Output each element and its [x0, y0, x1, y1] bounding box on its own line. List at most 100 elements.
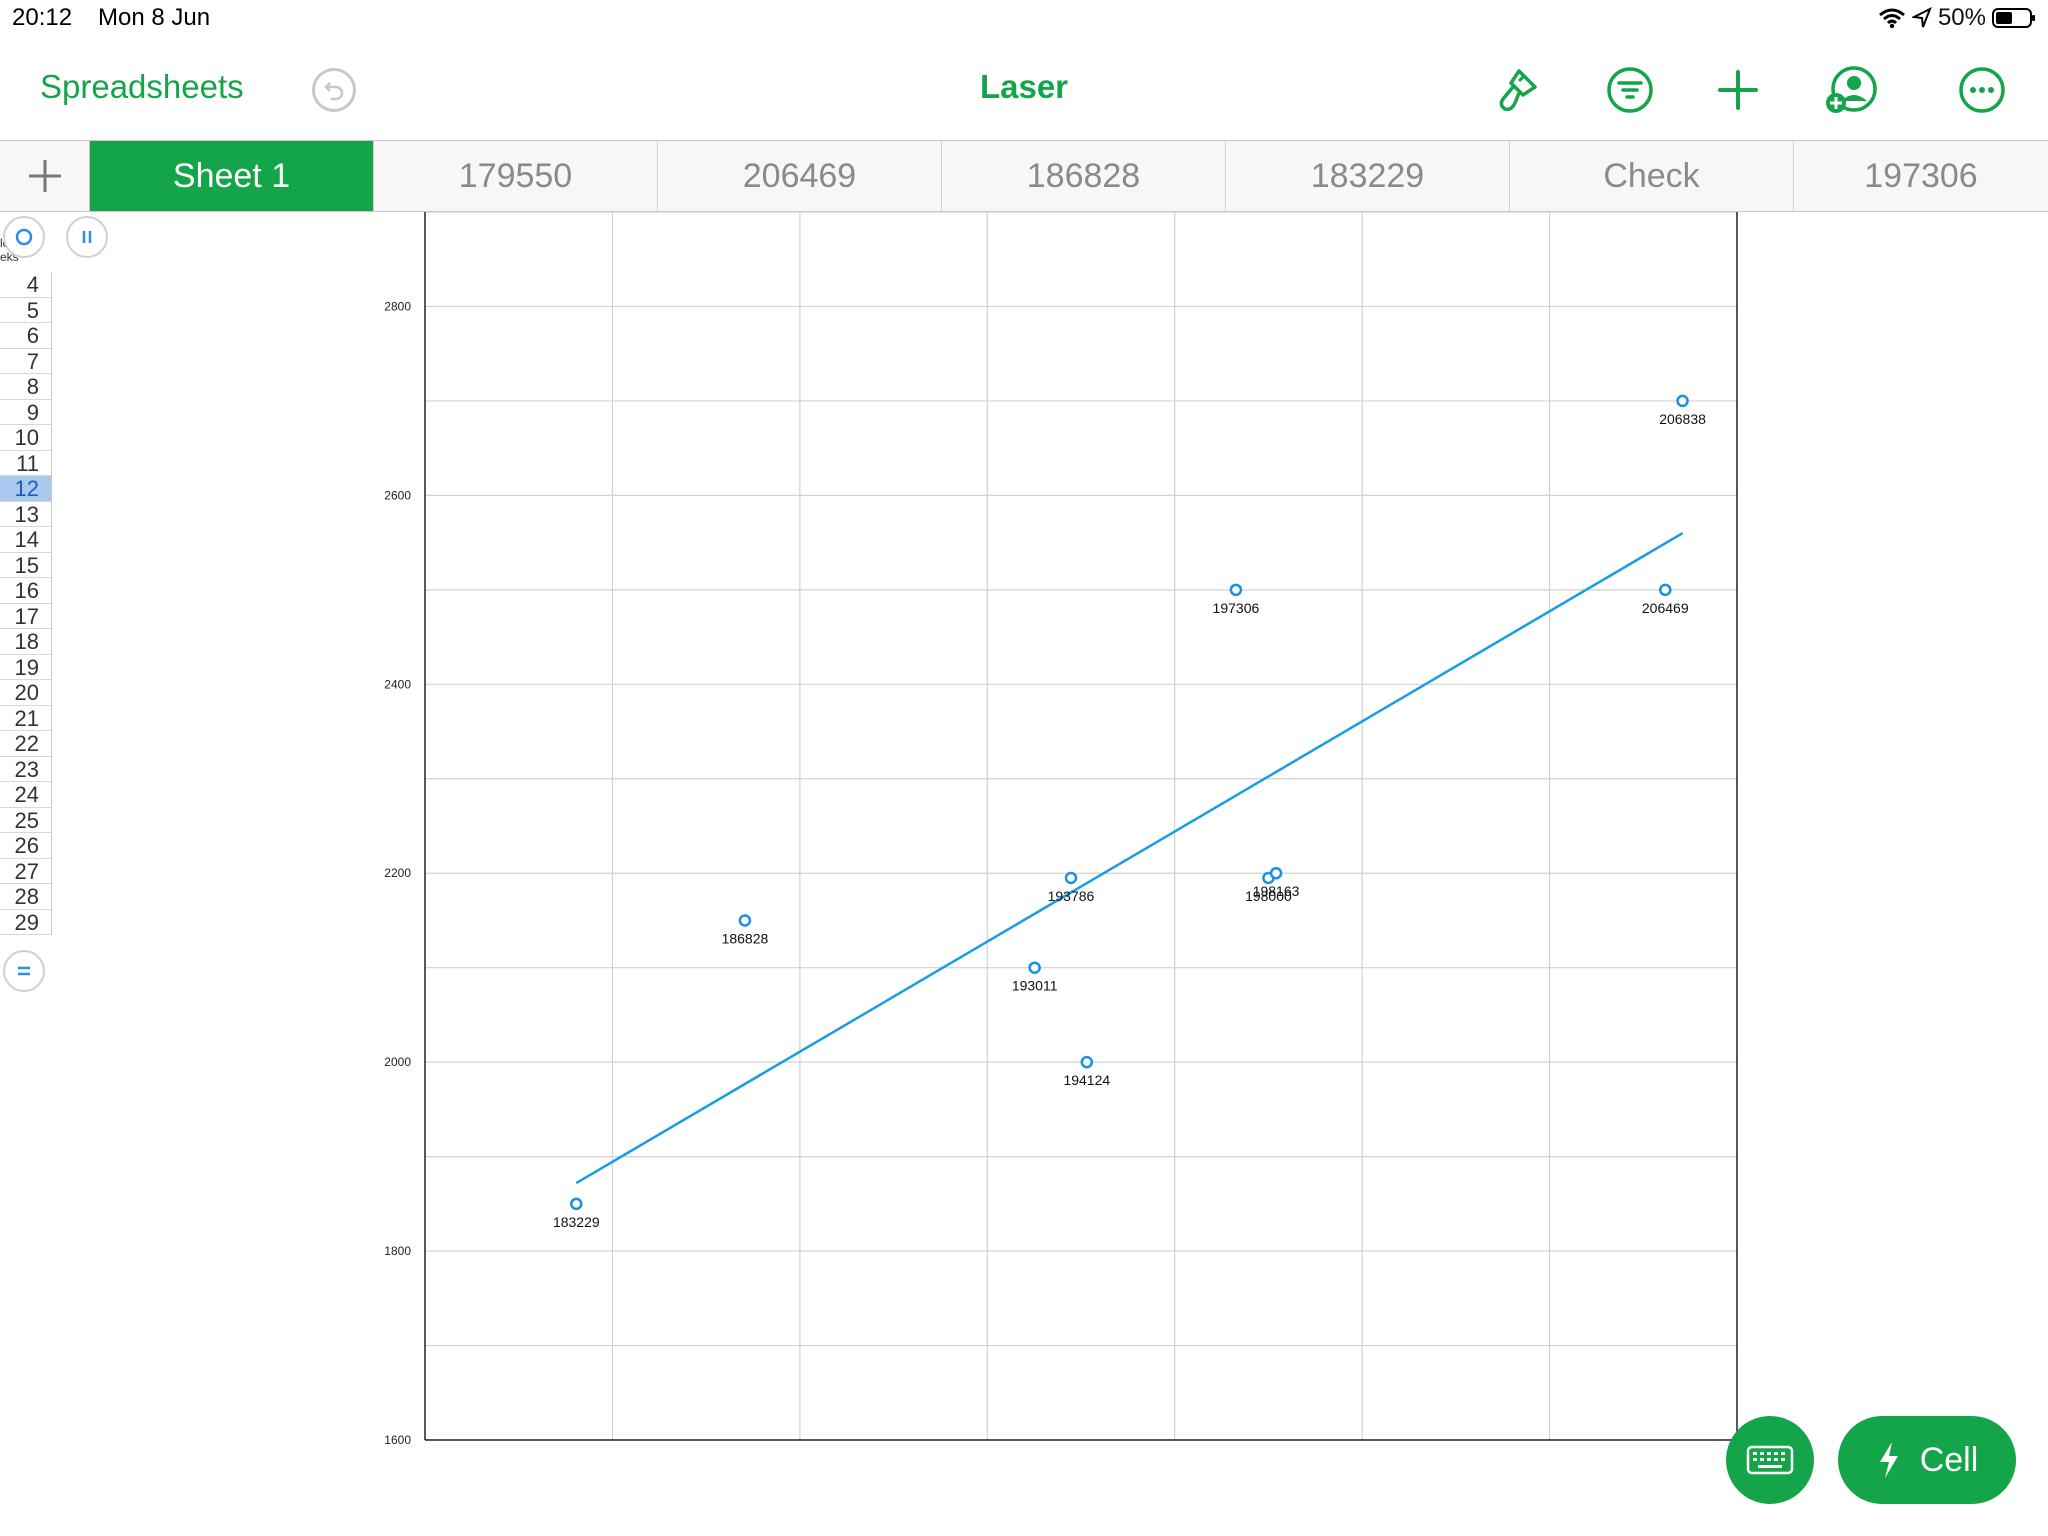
row-number[interactable]: 15: [0, 552, 52, 578]
row-number[interactable]: 18: [0, 629, 52, 655]
collaborate-button[interactable]: [1822, 60, 1882, 120]
cell-button[interactable]: Cell: [1838, 1416, 2016, 1504]
row-number[interactable]: 13: [0, 501, 52, 527]
year-cell[interactable]: 2018: [78, 637, 127, 663]
year-cell[interactable]: 2006: [78, 258, 127, 284]
paintbrush-icon: [1499, 69, 1537, 112]
row-number[interactable]: 24: [0, 782, 52, 808]
data-point[interactable]: [1229, 583, 1243, 597]
range-link[interactable]: 202432 – 204542: [162, 447, 334, 473]
year-cell[interactable]: 2008: [78, 321, 127, 347]
tab-sheet-1[interactable]: Sheet 1: [90, 141, 374, 211]
range-link[interactable]: 197064 – 200309: [162, 384, 334, 410]
keyboard-button[interactable]: [1726, 1416, 1814, 1504]
row-number[interactable]: 20: [0, 680, 52, 706]
row-number[interactable]: 16: [0, 578, 52, 604]
plus-icon: [28, 160, 61, 192]
range-link[interactable]: 212236 – 214962: [162, 605, 334, 631]
tab-183229[interactable]: 183229: [1226, 141, 1510, 211]
row-number[interactable]: 28: [0, 884, 52, 910]
data-point[interactable]: [1269, 866, 1283, 880]
tab-check[interactable]: Check: [1510, 141, 1794, 211]
data-point[interactable]: [738, 914, 752, 927]
tab-179550[interactable]: 179550: [374, 141, 658, 211]
year-cell[interactable]: 2015: [78, 542, 127, 568]
year-cell[interactable]: 2009: [78, 353, 127, 378]
range-link[interactable]: 208459 – 210618: [162, 542, 334, 568]
data-point[interactable]: [1659, 583, 1672, 597]
data-label: 193786: [1048, 888, 1095, 904]
tab-197306[interactable]: 197306: [1864, 156, 1978, 195]
year-cell[interactable]: 2017: [78, 605, 127, 631]
row-number[interactable]: 9: [0, 399, 52, 425]
row-number[interactable]: 22: [0, 731, 52, 757]
row-number[interactable]: 19: [0, 654, 52, 680]
row-number[interactable]: 7: [0, 348, 52, 374]
row-resize-handle[interactable]: [3, 950, 45, 992]
row-number[interactable]: 17: [0, 603, 52, 629]
row-number[interactable]: 6: [0, 323, 52, 349]
data-point[interactable]: [570, 1197, 583, 1211]
add-button[interactable]: [1708, 60, 1768, 120]
range-cell[interactable]: 214953 –: [162, 637, 254, 663]
y-tick-label: 2400: [384, 677, 411, 691]
add-sheet-button[interactable]: [0, 141, 90, 211]
data-point[interactable]: [1080, 1055, 1094, 1069]
year-row: 2005182214 – 185370: [78, 227, 378, 258]
data-point[interactable]: [1064, 871, 1078, 885]
filter-button[interactable]: [1600, 60, 1660, 120]
row-number[interactable]: 25: [0, 807, 52, 833]
year-cell[interactable]: 2016: [78, 574, 127, 600]
format-button[interactable]: [1486, 60, 1546, 120]
data-label: 183229: [553, 1214, 600, 1230]
status-date: Mon 8 Jun: [98, 4, 211, 31]
range-link[interactable]: 206663 – 208458: [162, 511, 334, 536]
y-tick-label: 2200: [384, 866, 411, 880]
lightning-icon: [1879, 1442, 1898, 1478]
row-number[interactable]: 29: [0, 909, 52, 935]
year-cell[interactable]: 2011: [78, 416, 126, 442]
range-link[interactable]: 204543 – 206662: [162, 479, 334, 505]
row-number[interactable]: 21: [0, 705, 52, 731]
undo-button[interactable]: [312, 68, 356, 112]
table-select-handle[interactable]: [3, 216, 45, 258]
range-link[interactable]: 200310 – 202431: [162, 416, 334, 442]
data-point[interactable]: [1028, 961, 1041, 974]
year-cell[interactable]: 2010: [78, 384, 127, 410]
range-link[interactable]: 185371 – 188573: [162, 258, 334, 284]
year-cell[interactable]: 2007: [78, 289, 127, 315]
year-cell[interactable]: 2012: [78, 447, 127, 473]
more-button[interactable]: [1952, 60, 2012, 120]
row-header-column: 4 5 6 7 8 9 10 11 12 13 14 15 16 17 18 19 20 21 22 23 24 25 26…: [0, 272, 52, 935]
tab-186828[interactable]: 186828: [942, 141, 1226, 211]
data-label: 206838: [1659, 411, 1706, 427]
year-cell[interactable]: 2013: [78, 479, 127, 505]
row-number[interactable]: 23: [0, 756, 52, 782]
row-number[interactable]: 4: [0, 272, 52, 298]
data-label: 206469: [1642, 600, 1689, 616]
data-point[interactable]: [1676, 394, 1689, 408]
y-tick-label: 1800: [384, 1244, 411, 1258]
range-link[interactable]: 210619 – 212235: [162, 574, 334, 600]
collaborate-icon: [1826, 66, 1877, 113]
year-cell[interactable]: 2014: [78, 511, 127, 536]
row-number[interactable]: 26: [0, 833, 52, 859]
range-link[interactable]: 194847 – 197063: [162, 353, 334, 378]
trendline: [575, 532, 1684, 1185]
spreadsheets-back-button[interactable]: Spreadsheets: [40, 68, 244, 105]
range-link[interactable]: 188574 – 192439: [162, 289, 334, 315]
row-number[interactable]: 11: [0, 450, 52, 476]
y-tick-label: 1600: [384, 1433, 411, 1447]
y-tick-label: 2800: [384, 299, 411, 313]
row-number[interactable]: 14: [0, 527, 52, 553]
row-number[interactable]: 12: [0, 476, 52, 502]
column-handle[interactable]: [66, 216, 108, 258]
row-number[interactable]: 5: [0, 297, 52, 323]
row-number[interactable]: 8: [0, 374, 52, 400]
row-number[interactable]: 10: [0, 425, 52, 451]
range-link[interactable]: 192440 – 194846: [162, 321, 334, 347]
scatter-chart[interactable]: 1600 1800 2000 2200 2400 2600 2800 183229 186828…: [340, 212, 1740, 1452]
tab-206469[interactable]: 206469: [658, 141, 942, 211]
range-link[interactable]: 182214 – 185370: [162, 226, 334, 252]
row-number[interactable]: 27: [0, 858, 52, 884]
